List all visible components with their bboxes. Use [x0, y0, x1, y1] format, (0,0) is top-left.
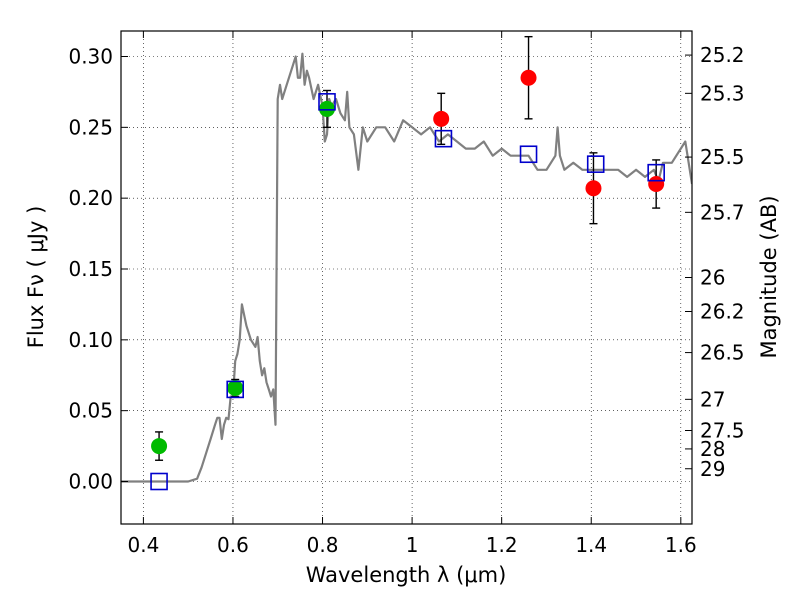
- mag-tick-label: 28: [700, 437, 725, 461]
- x-tick-label: 0.6: [217, 533, 249, 557]
- mag-tick-label: 25.7: [700, 200, 745, 224]
- mag-tick-label: 29: [700, 457, 725, 481]
- x-tick-label: 1.2: [486, 533, 518, 557]
- photometry-point: [227, 380, 244, 396]
- mag-tick-label: 27: [700, 387, 725, 411]
- y-axis-label: Flux Fν ( μJy ): [24, 206, 48, 349]
- data-markers: [150, 35, 665, 491]
- mag-tick-label: 26.5: [700, 341, 745, 365]
- y2-axis-label: Magnitude (AB): [757, 195, 781, 358]
- x-tick-label: 1.4: [575, 533, 607, 557]
- model-flux-square: [434, 129, 453, 148]
- y-tick-label: 0.25: [68, 115, 113, 139]
- model-flux-square: [150, 472, 168, 491]
- mag-tick-label: 25.5: [700, 145, 745, 169]
- y-tick-label: 0.00: [68, 470, 113, 494]
- mag-tick-label: 27.5: [700, 419, 745, 443]
- photometry-point: [319, 100, 336, 117]
- model-flux-square: [226, 380, 244, 399]
- y-tick-label: 0.05: [68, 399, 113, 423]
- photometry-point: [433, 110, 450, 127]
- y-tick-label: 0.30: [68, 45, 113, 69]
- y-tick-label: 0.20: [68, 186, 113, 210]
- model-flux-square: [586, 155, 605, 173]
- photometry-point: [648, 176, 665, 192]
- x-tick-label: 1: [406, 533, 419, 557]
- y-tick-label: 0.15: [68, 257, 113, 281]
- y-tick-label: 0.10: [68, 328, 113, 352]
- photometry-point: [520, 69, 537, 86]
- mag-tick-label: 25.2: [700, 43, 745, 67]
- x-tick-label: 0.8: [307, 533, 339, 557]
- photometry-point: [151, 438, 168, 455]
- mag-tick-label: 26: [700, 266, 725, 290]
- x-axis-label: Wavelength λ (μm): [306, 563, 507, 587]
- x-tick-label: 1.6: [665, 533, 697, 557]
- plot-area: [121, 35, 692, 491]
- x-tick-label: 0.4: [127, 533, 159, 557]
- model-flux-square: [647, 163, 665, 182]
- mag-tick-label: 25.3: [700, 81, 745, 105]
- mag-tick-label: 26.2: [700, 300, 745, 324]
- photometry-point: [585, 180, 602, 197]
- axis-ticks: 0.4 0.6 0.8 1 1.2 1.4 1.6 0.00 0.05 0.10 0.15 0.20 0…: [68, 31, 745, 557]
- model-flux-square: [318, 93, 336, 111]
- model-flux-square: [519, 145, 538, 164]
